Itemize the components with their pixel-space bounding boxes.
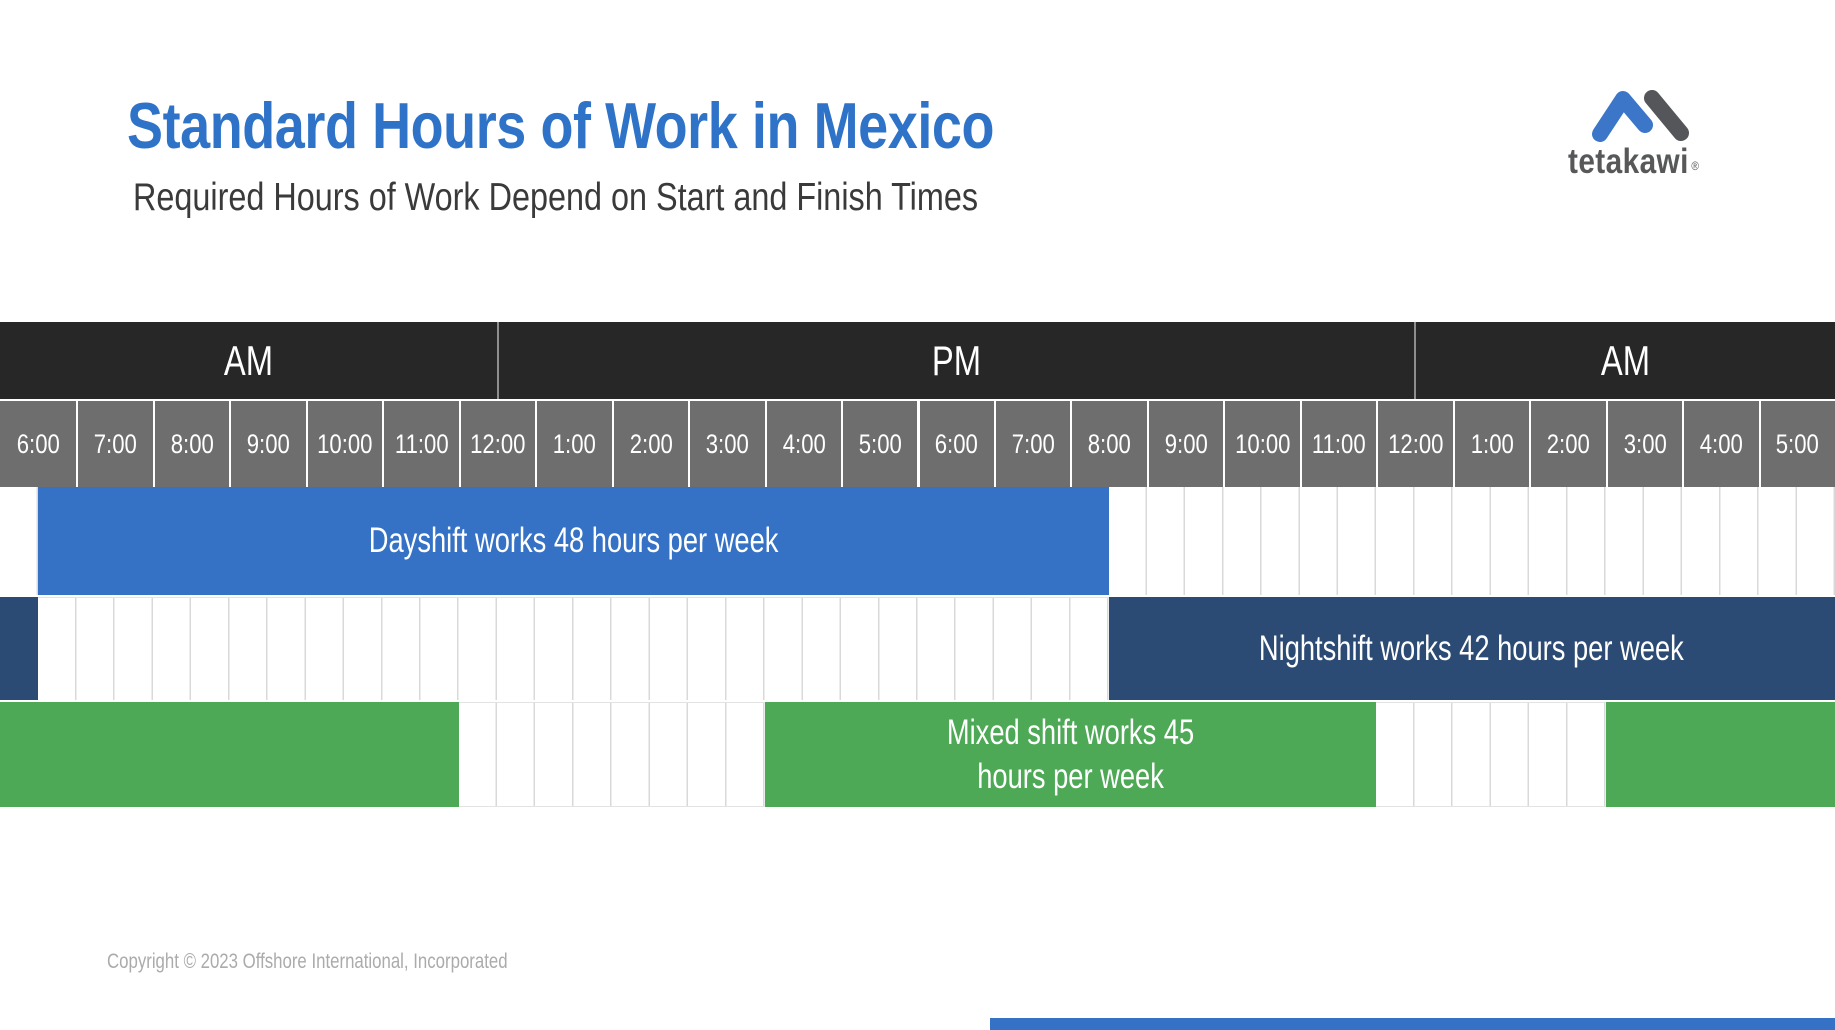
- hour-cell: 3:00: [1605, 399, 1683, 487]
- hour-cell: 4:00: [764, 399, 842, 487]
- hour-label: 10:00: [317, 428, 373, 459]
- hour-cell: 9:00: [229, 399, 306, 487]
- hour-label: 7:00: [1011, 428, 1055, 459]
- bar-label: Mixed shift works 45 hours per week: [947, 711, 1194, 799]
- mountain-logo-icon: [1592, 90, 1689, 142]
- meridiem-label: AM: [1601, 336, 1651, 384]
- hour-label: 10:00: [1234, 428, 1291, 459]
- hour-label: 4:00: [782, 428, 826, 459]
- hour-label: 1:00: [1470, 428, 1514, 459]
- hour-label: 8:00: [170, 428, 214, 459]
- hour-cell: 6:00: [917, 399, 994, 487]
- hour-label: 5:00: [858, 428, 902, 459]
- hour-label: 1:00: [552, 428, 596, 459]
- hour-cell: 12:00: [458, 399, 536, 487]
- hour-label: 11:00: [1312, 428, 1366, 459]
- hour-cell: 7:00: [993, 399, 1071, 487]
- page-title: Standard Hours of Work in Mexico: [127, 89, 995, 162]
- hour-label: 2:00: [1546, 428, 1590, 459]
- hour-cell: 5:00: [1758, 399, 1835, 487]
- meridiem-band-pm: PM: [496, 322, 1415, 399]
- hour-label: 9:00: [1164, 428, 1208, 459]
- hour-cell: 10:00: [305, 399, 383, 487]
- hour-label: 12:00: [470, 428, 526, 459]
- dayshift-bar: Dayshift works 48 hours per week: [38, 487, 1109, 595]
- brand-name: tetakawi: [1568, 142, 1689, 181]
- hour-cell: 8:00: [152, 399, 230, 487]
- hour-cell: 11:00: [382, 399, 459, 487]
- hour-cell: 11:00: [1299, 399, 1377, 487]
- hour-cell: 2:00: [1529, 399, 1606, 487]
- nightshift-row: Nightshift works 42 hours per week: [0, 597, 1835, 700]
- nightshift-bar: [0, 597, 39, 700]
- hour-cell: 10:00: [1223, 399, 1300, 487]
- dayshift-row: Dayshift works 48 hours per week: [0, 487, 1835, 595]
- hour-label: 12:00: [1387, 428, 1444, 459]
- hour-cell: 1:00: [1452, 399, 1530, 487]
- hour-cell: 7:00: [76, 399, 153, 487]
- page-subtitle: Required Hours of Work Depend on Start a…: [133, 176, 979, 219]
- bar-label: Dayshift works 48 hours per week: [369, 519, 779, 563]
- meridiem-label: AM: [223, 336, 274, 384]
- meridiem-band-am: AM: [0, 322, 497, 399]
- hour-cell: 8:00: [1070, 399, 1147, 487]
- hour-cell: 9:00: [1146, 399, 1224, 487]
- bar-label-line: Mixed shift works 45: [946, 712, 1195, 752]
- hour-cell: 6:00: [0, 399, 77, 487]
- hour-label: 3:00: [1623, 428, 1667, 459]
- hour-label: 6:00: [16, 428, 60, 459]
- hour-label: 8:00: [1088, 428, 1132, 459]
- hour-label: 4:00: [1699, 428, 1743, 459]
- nightshift-bar: Nightshift works 42 hours per week: [1108, 597, 1835, 700]
- registered-trademark-icon: ®: [1691, 159, 1699, 173]
- bar-label-line: Nightshift works 42 hours per week: [1259, 628, 1685, 668]
- mixed-shift-bar: Mixed shift works 45 hours per week: [764, 702, 1377, 807]
- hour-cell: 5:00: [841, 399, 918, 487]
- hour-label: 9:00: [247, 428, 291, 459]
- bar-label-line: Dayshift works 48 hours per week: [368, 521, 779, 560]
- bottom-accent-bar: [990, 1018, 1835, 1030]
- hour-label: 2:00: [629, 428, 673, 459]
- hour-cell: 2:00: [611, 399, 689, 487]
- mixed-shift-bar: [0, 702, 459, 807]
- brand-wordmark: tetakawi ®: [1568, 142, 1699, 182]
- bar-label: Nightshift works 42 hours per week: [1259, 627, 1684, 671]
- mixed-shift-bar: [1605, 702, 1835, 807]
- hour-label: 3:00: [705, 428, 749, 459]
- hour-cell: 3:00: [688, 399, 765, 487]
- meridiem-band-am: AM: [1414, 322, 1835, 399]
- hour-label: 11:00: [394, 428, 449, 459]
- meridiem-label: PM: [932, 336, 982, 384]
- hour-label: 7:00: [94, 428, 138, 459]
- hour-cell: 12:00: [1376, 399, 1453, 487]
- hour-cell: 4:00: [1682, 399, 1759, 487]
- brand-logo: tetakawi ®: [1560, 80, 1760, 190]
- bar-label-line: hours per week: [977, 756, 1164, 796]
- hour-label: 5:00: [1776, 428, 1820, 459]
- hour-label: 6:00: [935, 428, 979, 459]
- hour-cell: 1:00: [535, 399, 612, 487]
- mixed-shift-row: Mixed shift works 45 hours per week: [0, 702, 1835, 807]
- copyright-text: Copyright © 2023 Offshore International,…: [107, 950, 508, 973]
